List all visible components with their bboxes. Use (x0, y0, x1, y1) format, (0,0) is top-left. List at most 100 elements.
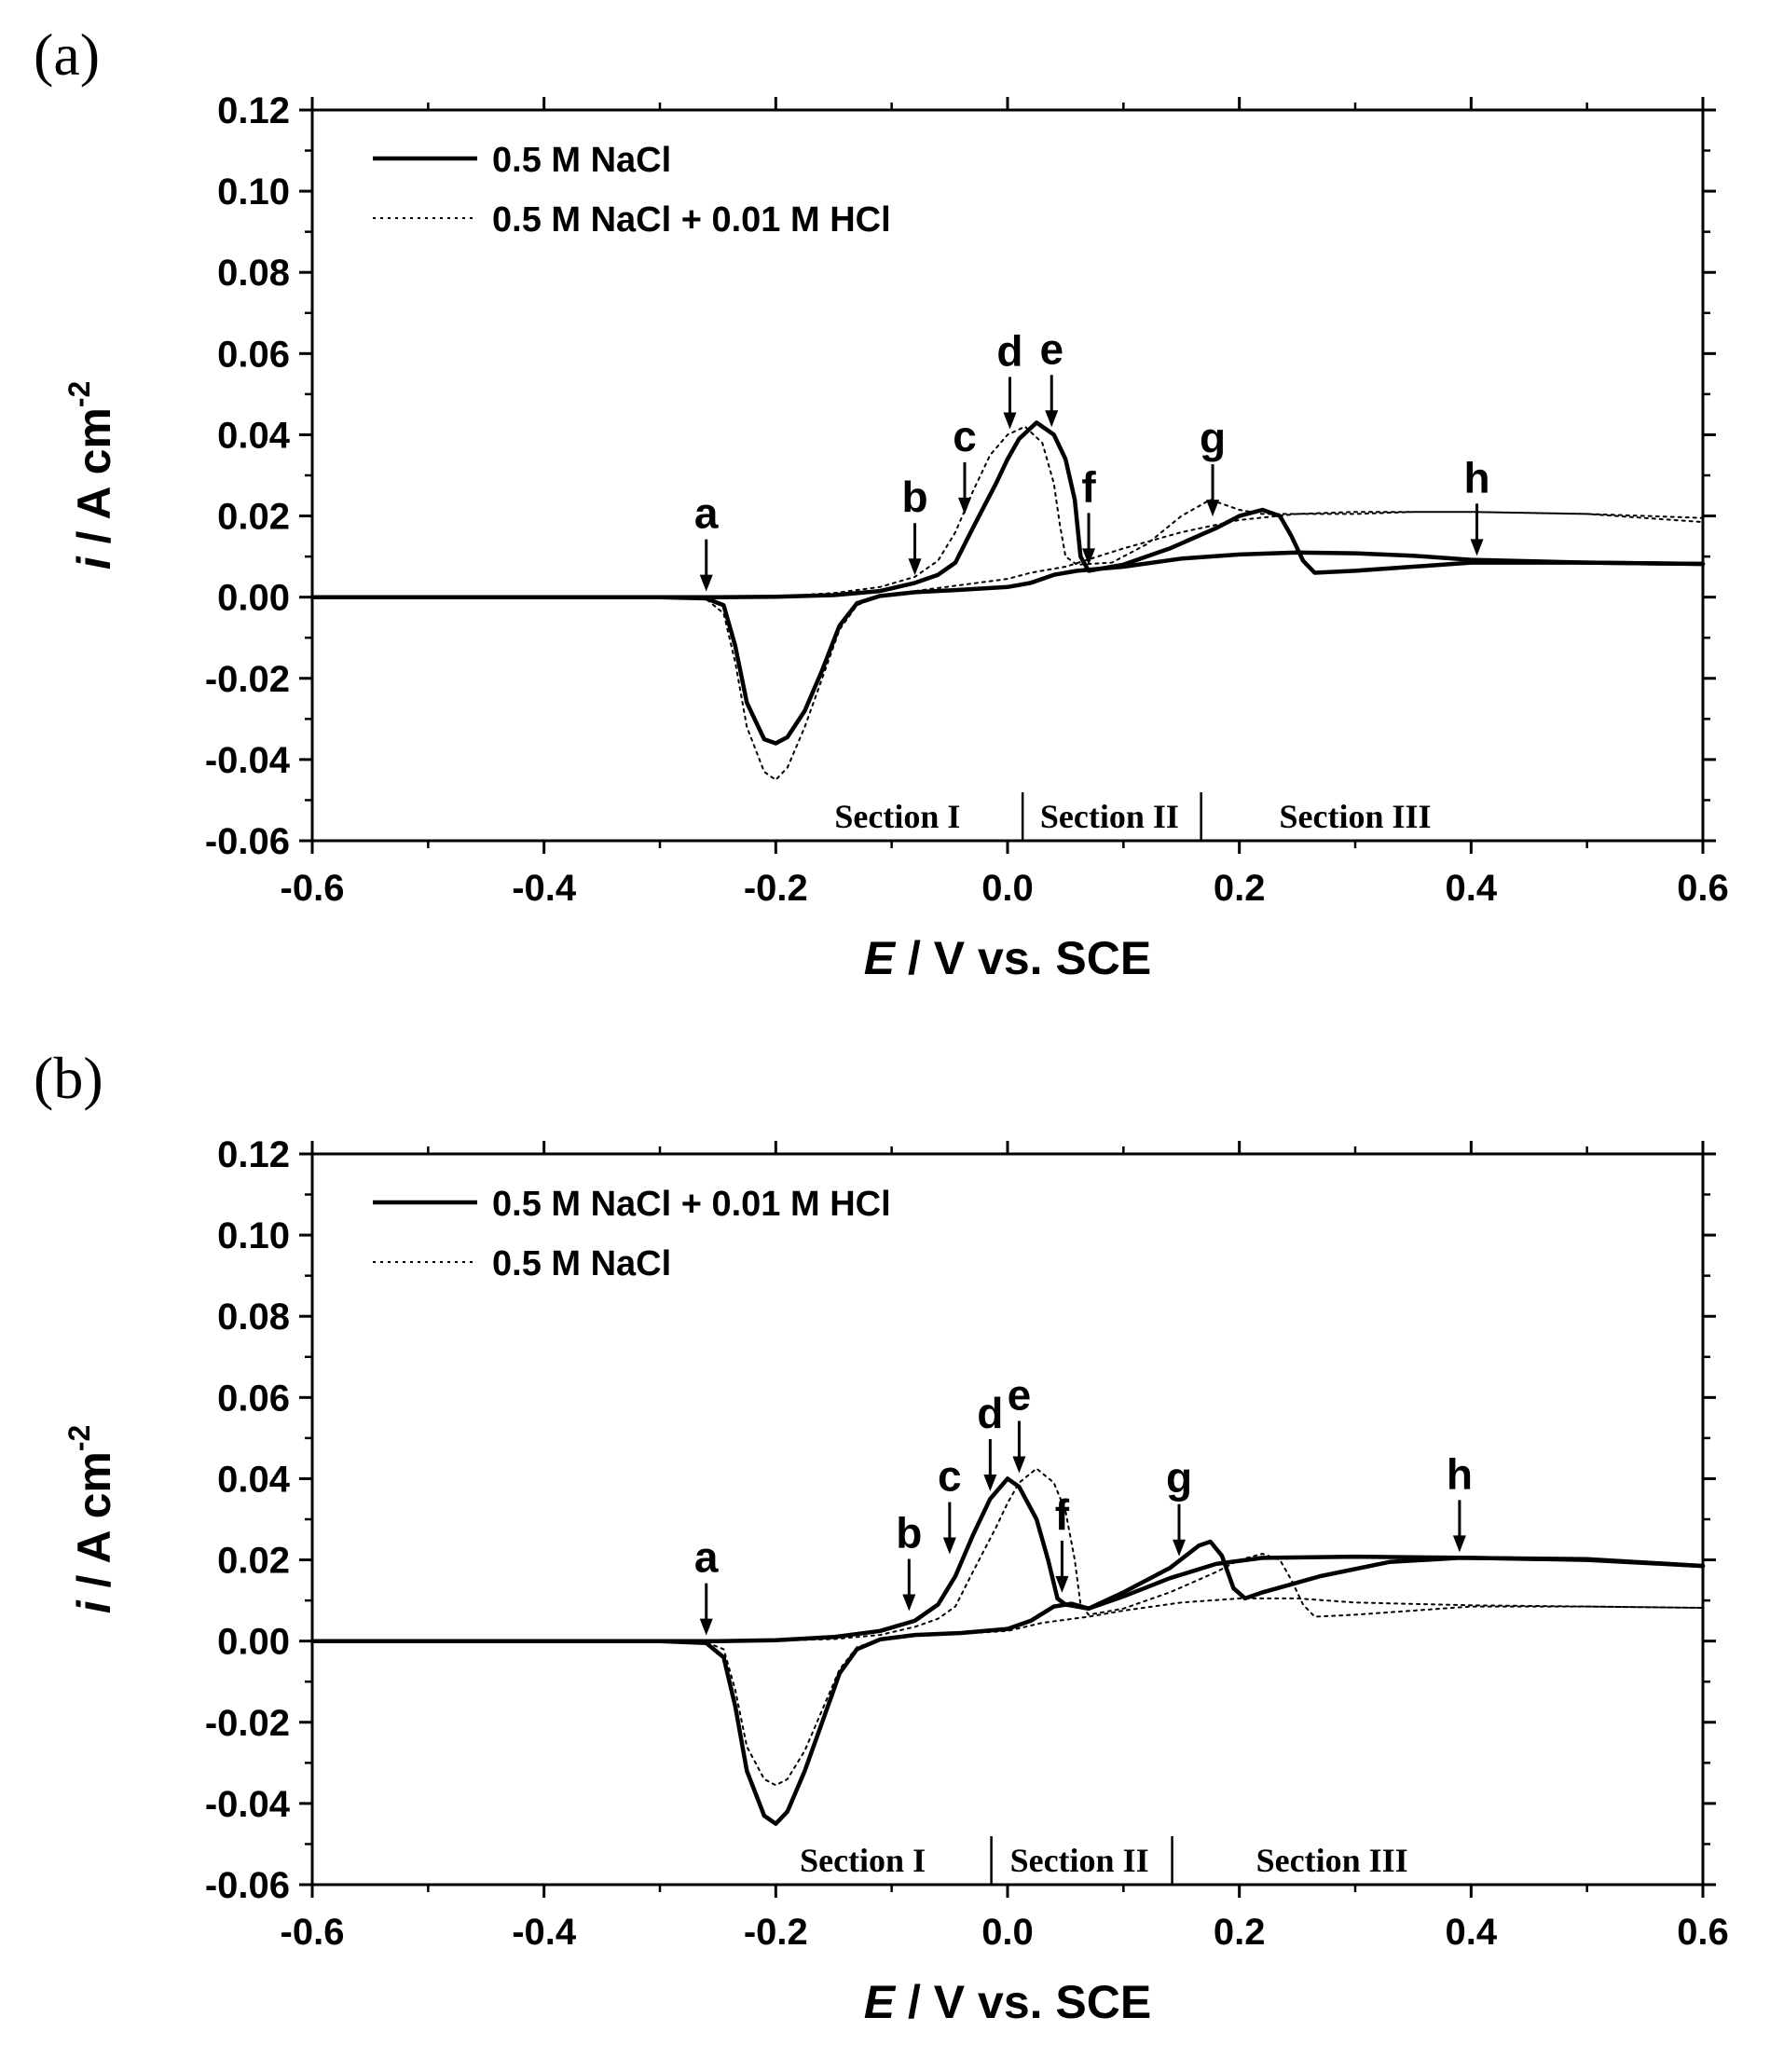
x-tick-label: -0.2 (744, 1912, 808, 1953)
y-tick-label: 0.08 (217, 253, 290, 294)
series-line-solid (309, 420, 1706, 599)
y-axis-title: i / A cm-2 (62, 1425, 120, 1614)
y-axis-title: i / A cm-2 (62, 381, 120, 570)
marker-label-f: f (1081, 462, 1096, 511)
y-tick-label: 0.00 (217, 1622, 290, 1663)
y-axis-title-symbol: i (68, 556, 120, 569)
x-tick-label: -0.2 (744, 868, 808, 909)
marker-arrow-head (699, 1618, 713, 1636)
marker-arrow-head (1055, 1575, 1069, 1593)
x-axis-title-text: / V vs. SCE (895, 932, 1151, 984)
marker-label-a: a (694, 489, 719, 538)
y-tick-label: -0.02 (205, 1703, 290, 1744)
marker-arrow-head (1452, 1535, 1466, 1553)
y-tick-label: 0.00 (217, 578, 290, 619)
chart-panel-a: -0.6 -0.4 -0.2 0.0 0.2 0.4 0.6 -0.06 -0.04 -0.02 0… (62, 90, 1729, 984)
marker-arrow-head (1206, 500, 1220, 517)
marker-label-b: b (901, 473, 927, 521)
y-tick-label: 0.02 (217, 1541, 290, 1582)
series-line-dotted (311, 1597, 1704, 1787)
y-tick-label: -0.02 (205, 659, 290, 700)
x-tick-label: 0.4 (1446, 1912, 1498, 1953)
series-line-dotted (311, 1467, 1704, 1642)
section-label: Section II (1040, 798, 1179, 835)
x-tick-label: -0.4 (512, 1912, 577, 1953)
legend-label: 0.5 M NaCl (492, 1244, 671, 1283)
y-tick-label: 0.08 (217, 1297, 290, 1338)
legend-label: 0.5 M NaCl + 0.01 M HCl (492, 1185, 891, 1224)
x-axis-title-symbol: E (864, 932, 897, 984)
x-tick-label: 0.4 (1446, 868, 1498, 909)
marker-label-e: e (1008, 1370, 1032, 1419)
marker-arrow-head (1045, 410, 1059, 428)
series-line-solid (309, 1554, 1706, 1826)
marker-arrow-head (908, 558, 922, 576)
section-label: Section II (1010, 1842, 1149, 1879)
y-tick-label: 0.04 (217, 1459, 291, 1500)
x-axis-title-symbol: E (864, 1976, 897, 2028)
section-label: Section III (1256, 1842, 1408, 1879)
y-axis-title-text: / A cm (68, 407, 120, 556)
y-tick-label: 0.02 (217, 497, 290, 538)
marker-arrow-head (902, 1594, 916, 1612)
series-line-dotted (311, 425, 1704, 598)
y-tick-label: -0.06 (205, 821, 290, 862)
x-axis-title-text: / V vs. SCE (895, 1976, 1151, 2028)
x-axis-title: E / V vs. SCE (864, 1976, 1151, 2028)
legend-label: 0.5 M NaCl (492, 141, 671, 180)
section-label: Section I (834, 798, 960, 835)
y-tick-label: 0.10 (217, 1215, 290, 1256)
marker-label-d: d (977, 1389, 1003, 1437)
series-line-solid (309, 1476, 1706, 1643)
marker-label-d: d (996, 326, 1022, 375)
y-tick-label: -0.06 (205, 1865, 290, 1906)
marker-label-a: a (694, 1533, 719, 1582)
marker-arrow-head (699, 574, 713, 592)
marker-arrow-head (1173, 1539, 1187, 1557)
y-axis-title-superscript: -2 (62, 381, 96, 407)
x-tick-label: 0.6 (1677, 1912, 1729, 1953)
x-tick-label: 0.0 (981, 1912, 1034, 1953)
chart-panel-b: -0.6 -0.4 -0.2 0.0 0.2 0.4 0.6 -0.06 -0.04 -0.02 0… (62, 1134, 1729, 2028)
y-tick-label: 0.06 (217, 1378, 290, 1419)
marker-arrow-head (1012, 1456, 1026, 1474)
marker-label-g: g (1166, 1454, 1192, 1503)
marker-arrow-head (1082, 548, 1096, 566)
marker-label-b: b (896, 1509, 922, 1557)
marker-arrow-head (942, 1537, 956, 1555)
y-tick-label: 0.12 (217, 90, 290, 131)
x-tick-label: 0.2 (1214, 1912, 1266, 1953)
y-tick-label: 0.10 (217, 172, 290, 213)
y-tick-label: 0.12 (217, 1134, 290, 1175)
marker-label-h: h (1463, 453, 1489, 501)
marker-arrow-head (983, 1475, 997, 1492)
y-axis-title-text: / A cm (68, 1451, 120, 1600)
marker-arrow-head (957, 497, 971, 515)
y-tick-label: 0.04 (217, 415, 291, 456)
y-axis-title-symbol: i (68, 1599, 120, 1613)
marker-label-g: g (1200, 414, 1226, 462)
series-line-dotted (311, 511, 1704, 781)
marker-arrow-head (1003, 412, 1017, 430)
panel-label-b: (b) (34, 1045, 103, 1111)
x-tick-label: 0.2 (1214, 868, 1266, 909)
y-tick-label: -0.04 (205, 1784, 291, 1825)
x-tick-label: 0.6 (1677, 868, 1729, 909)
marker-label-c: c (953, 412, 977, 460)
marker-arrow-head (1470, 539, 1484, 556)
series-line-solid (309, 550, 1706, 746)
marker-label-h: h (1447, 1449, 1473, 1498)
panel-label-a: (a) (34, 21, 101, 88)
x-tick-label: -0.6 (281, 868, 345, 909)
legend-label: 0.5 M NaCl + 0.01 M HCl (492, 200, 891, 240)
y-tick-label: 0.06 (217, 334, 290, 375)
x-tick-label: -0.4 (512, 868, 577, 909)
marker-label-c: c (938, 1452, 962, 1501)
y-axis-title-superscript: -2 (62, 1425, 96, 1451)
marker-label-e: e (1039, 324, 1063, 373)
marker-label-f: f (1055, 1490, 1070, 1539)
x-tick-label: 0.0 (981, 868, 1034, 909)
x-axis-title: E / V vs. SCE (864, 932, 1151, 984)
section-label: Section I (800, 1842, 926, 1879)
x-tick-label: -0.6 (281, 1912, 345, 1953)
